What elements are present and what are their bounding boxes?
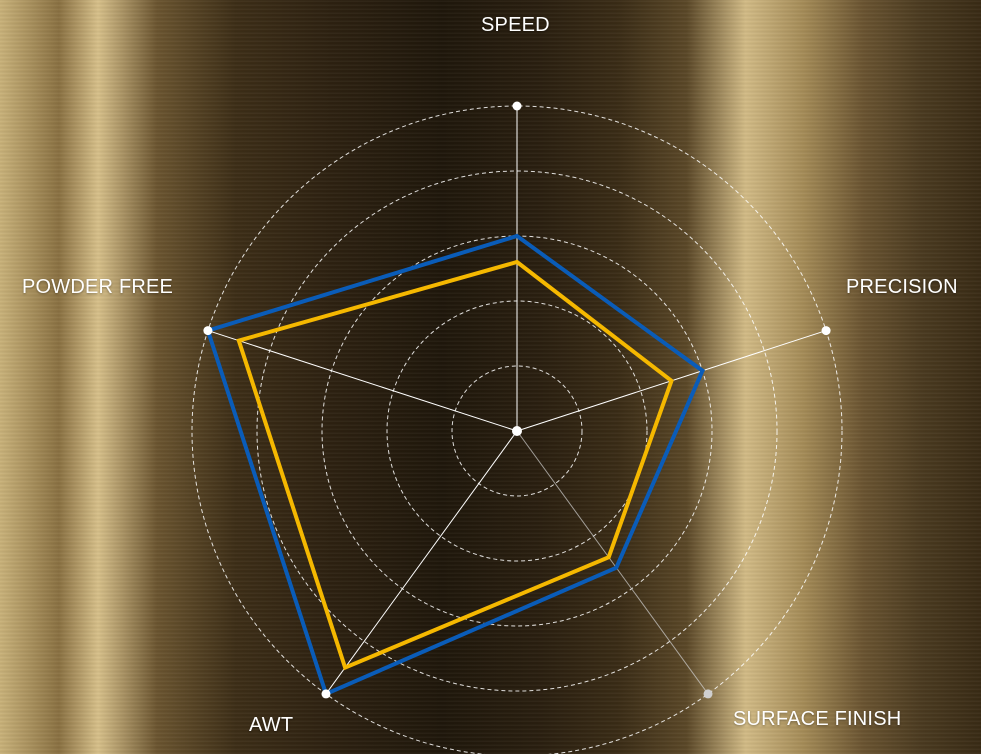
axis-end-dot-surface-finish xyxy=(703,689,713,699)
axis-end-dot-awt xyxy=(321,689,331,699)
axis-label-surface-finish: SURFACE FINISH xyxy=(733,708,902,730)
series-polygon-2 xyxy=(236,259,674,671)
axis-label-speed: SPEED xyxy=(481,14,550,36)
axis-line-powder-free xyxy=(207,330,518,432)
axis-label-precision: PRECISION xyxy=(846,276,958,298)
grid-circle-5 xyxy=(191,105,843,754)
axis-label-awt: AWT xyxy=(249,714,294,736)
axis-end-dot-speed xyxy=(512,101,522,111)
grid-circle-1 xyxy=(451,365,583,497)
axis-line-awt xyxy=(325,430,518,695)
grid-circle-4 xyxy=(256,170,778,692)
axis-end-dot-powder-free xyxy=(203,326,213,336)
axis-label-powder-free: POWDER FREE xyxy=(22,276,174,298)
series-polygon-1 xyxy=(205,233,705,697)
axis-end-dot-precision xyxy=(821,326,831,336)
center-dot xyxy=(512,426,522,436)
axis-line-surface-finish xyxy=(516,430,709,695)
